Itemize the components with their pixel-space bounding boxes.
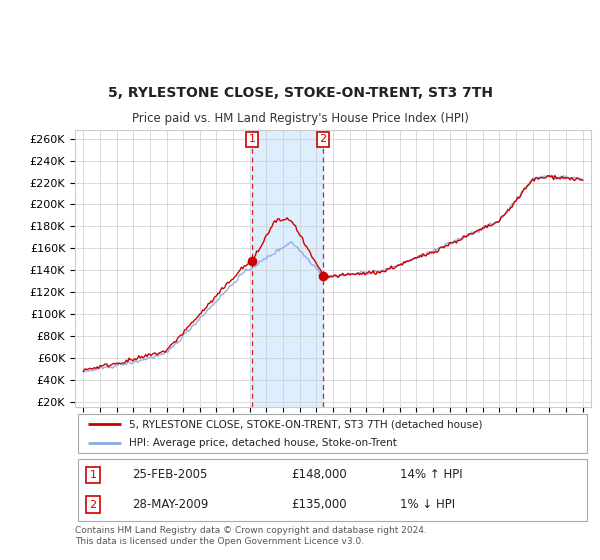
FancyBboxPatch shape xyxy=(77,414,587,453)
FancyBboxPatch shape xyxy=(77,459,587,521)
Text: 1% ↓ HPI: 1% ↓ HPI xyxy=(400,498,455,511)
Text: 25-FEB-2005: 25-FEB-2005 xyxy=(132,468,207,482)
Text: £148,000: £148,000 xyxy=(292,468,347,482)
Text: 1: 1 xyxy=(89,470,97,480)
Text: Contains HM Land Registry data © Crown copyright and database right 2024.
This d: Contains HM Land Registry data © Crown c… xyxy=(75,526,427,546)
Text: 28-MAY-2009: 28-MAY-2009 xyxy=(132,498,208,511)
Text: Price paid vs. HM Land Registry's House Price Index (HPI): Price paid vs. HM Land Registry's House … xyxy=(131,112,469,125)
Text: £135,000: £135,000 xyxy=(292,498,347,511)
Text: 1: 1 xyxy=(248,134,256,144)
Text: 14% ↑ HPI: 14% ↑ HPI xyxy=(400,468,463,482)
Text: 2: 2 xyxy=(320,134,327,144)
Text: 5, RYLESTONE CLOSE, STOKE-ON-TRENT, ST3 7TH: 5, RYLESTONE CLOSE, STOKE-ON-TRENT, ST3 … xyxy=(107,86,493,100)
Bar xyxy=(252,130,323,407)
Text: 5, RYLESTONE CLOSE, STOKE-ON-TRENT, ST3 7TH (detached house): 5, RYLESTONE CLOSE, STOKE-ON-TRENT, ST3 … xyxy=(129,419,482,429)
Text: HPI: Average price, detached house, Stoke-on-Trent: HPI: Average price, detached house, Stok… xyxy=(129,438,397,449)
Text: 2: 2 xyxy=(89,500,97,510)
